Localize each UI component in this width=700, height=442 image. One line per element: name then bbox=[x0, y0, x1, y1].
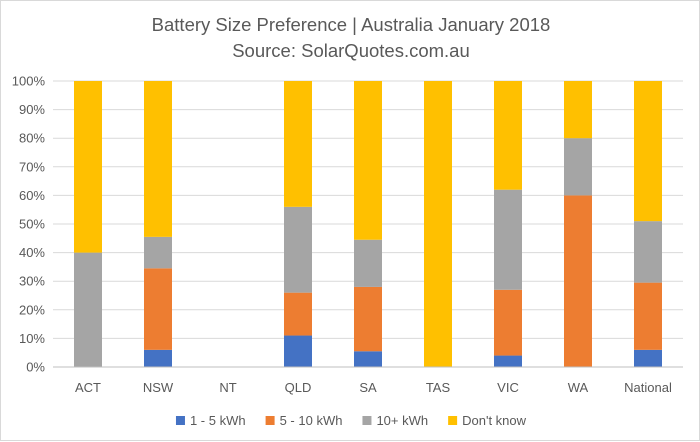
y-tick-label: 20% bbox=[19, 302, 45, 317]
y-tick-label: 10% bbox=[19, 331, 45, 346]
y-tick-label: 0% bbox=[26, 360, 45, 375]
x-tick-label: NT bbox=[219, 380, 236, 395]
y-axis: 0% 10% 20% 30% 40% 50% 60% 70% 80% 90% 100% bbox=[12, 74, 46, 375]
legend-swatch bbox=[362, 416, 372, 425]
bar-segment bbox=[494, 355, 522, 367]
legend-label: 5 - 10 kWh bbox=[280, 413, 343, 428]
x-tick-label: SA bbox=[359, 380, 377, 395]
bar-segment bbox=[284, 292, 312, 336]
legend-label: 10+ kWh bbox=[376, 413, 428, 428]
x-tick-label: TAS bbox=[426, 380, 451, 395]
bar-segment bbox=[284, 335, 312, 367]
bar-segment bbox=[424, 81, 452, 367]
legend-swatch bbox=[175, 416, 185, 425]
x-tick-label: ACT bbox=[75, 380, 101, 395]
bar-segment bbox=[564, 81, 592, 139]
bar-segment bbox=[494, 81, 522, 190]
bar-segment bbox=[354, 351, 382, 367]
bar-segment bbox=[494, 289, 522, 356]
y-tick-label: 80% bbox=[19, 131, 45, 146]
bar-segment bbox=[354, 81, 382, 240]
bar-segment bbox=[564, 138, 592, 196]
bar-segment bbox=[354, 286, 382, 352]
y-tick-label: 70% bbox=[19, 159, 45, 174]
bar-segment bbox=[494, 189, 522, 290]
y-tick-label: 90% bbox=[19, 102, 45, 117]
legend: 1 - 5 kWh 5 - 10 kWh 10+ kWh Don't know bbox=[175, 413, 527, 428]
legend-label: 1 - 5 kWh bbox=[190, 413, 246, 428]
bar-segment bbox=[564, 195, 592, 367]
y-tick-label: 30% bbox=[19, 274, 45, 289]
x-tick-label: NSW bbox=[143, 380, 174, 395]
legend-item: Don't know bbox=[448, 413, 527, 428]
legend-item: 1 - 5 kWh bbox=[175, 413, 246, 428]
bar-segment bbox=[74, 252, 102, 367]
x-axis: ACT NSW NT QLD SA TAS VIC WA National bbox=[75, 380, 672, 395]
bar-segment bbox=[354, 239, 382, 287]
y-tick-label: 50% bbox=[19, 217, 45, 232]
bar-segment bbox=[284, 206, 312, 293]
x-tick-label: National bbox=[624, 380, 672, 395]
y-tick-label: 40% bbox=[19, 245, 45, 260]
legend-item: 10+ kWh bbox=[362, 413, 428, 428]
y-tick-label: 100% bbox=[12, 74, 46, 89]
legend-swatch bbox=[265, 416, 275, 425]
legend-swatch bbox=[448, 416, 458, 425]
bar-segment bbox=[284, 81, 312, 207]
chart-title: Battery Size Preference | Australia Janu… bbox=[152, 14, 551, 35]
y-tick-label: 60% bbox=[19, 188, 45, 203]
bar-segment bbox=[144, 81, 172, 237]
chart-subtitle: Source: SolarQuotes.com.au bbox=[232, 40, 470, 61]
x-tick-label: VIC bbox=[497, 380, 519, 395]
bars bbox=[74, 81, 662, 367]
bar-segment bbox=[634, 282, 662, 350]
x-tick-label: WA bbox=[568, 380, 589, 395]
bar-segment bbox=[144, 268, 172, 350]
legend-label: Don't know bbox=[462, 413, 527, 428]
bar-segment bbox=[144, 349, 172, 367]
bar-segment bbox=[74, 81, 102, 253]
bar-segment bbox=[634, 221, 662, 283]
bar-segment bbox=[634, 349, 662, 367]
legend-item: 5 - 10 kWh bbox=[265, 413, 343, 428]
bar-segment bbox=[144, 236, 172, 269]
x-tick-label: QLD bbox=[285, 380, 312, 395]
bar-segment bbox=[634, 81, 662, 222]
